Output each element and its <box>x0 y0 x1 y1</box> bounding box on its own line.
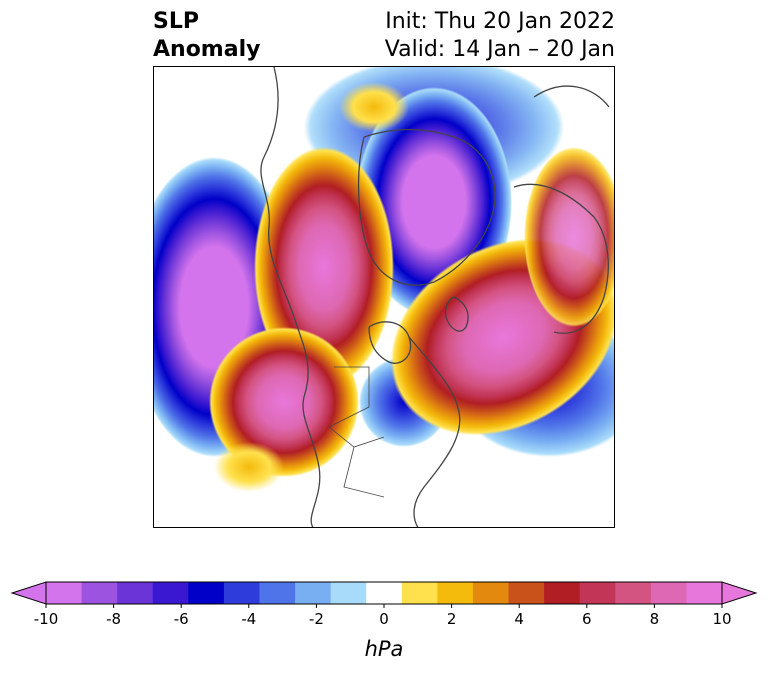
colorbar-extend-high <box>721 581 758 605</box>
colorbar-tick-label: 4 <box>514 610 524 628</box>
se-pacific-high <box>214 442 284 492</box>
init-date: Init: Thu 20 Jan 2022 <box>385 9 615 34</box>
asia-coast <box>533 85 610 108</box>
anomaly-map <box>153 66 615 528</box>
anomaly-fields <box>154 67 614 492</box>
colorbar-tick-label: -2 <box>309 610 324 628</box>
colorbar-swatch <box>650 582 687 604</box>
colorbar-swatch <box>117 582 154 604</box>
date-info: Init: Thu 20 Jan 2022 Valid: 14 Jan – 20… <box>385 8 615 64</box>
coastlines <box>260 67 610 527</box>
greenland <box>444 296 469 332</box>
colorbar-swatch <box>295 582 332 604</box>
colorbar-swatch <box>152 582 189 604</box>
colorbar-swatch <box>579 582 616 604</box>
borders <box>328 366 385 498</box>
colorbar: -10 -8 -6 -4 -2 0 2 4 6 8 10 hPa <box>0 570 768 670</box>
europe-coast <box>513 183 609 334</box>
eurasia-high <box>524 147 614 327</box>
colorbar-swatch <box>437 582 474 604</box>
colorbar-swatch <box>46 582 83 604</box>
colorbar-swatch <box>188 582 225 604</box>
arctic-coast <box>357 128 496 286</box>
colorbar-swatch <box>330 582 367 604</box>
colorbar-swatch <box>81 582 118 604</box>
colorbar-unit-label: hPa <box>365 637 404 661</box>
small-high <box>339 82 409 132</box>
colorbar-swatch <box>472 582 510 604</box>
colorbar-graphic: -10 -8 -6 -4 -2 0 2 4 6 8 10 hPa <box>10 581 758 661</box>
hudson-bay <box>368 321 412 364</box>
colorbar-tick-label: 8 <box>650 610 660 628</box>
colorbar-swatch <box>259 582 296 604</box>
colorbar-tick-label: 0 <box>379 610 389 628</box>
colorbar-swatch <box>615 582 652 604</box>
colorbar-swatch <box>508 582 545 604</box>
colorbar-tick-label: -10 <box>34 610 59 628</box>
colorbar-swatch <box>223 582 260 604</box>
colorbar-tick-label: -6 <box>174 610 189 628</box>
map-canvas <box>154 67 614 527</box>
title-line1: SLP <box>153 9 199 34</box>
ne-pacific-high <box>209 327 359 477</box>
colorbar-swatch <box>366 582 403 604</box>
colorbar-extend-low <box>10 581 47 605</box>
colorbar-tick-label: 2 <box>447 610 457 628</box>
title-line2: Anomaly <box>153 37 261 62</box>
colorbar-swatch <box>544 582 581 604</box>
na-east-coast <box>408 336 461 527</box>
valid-period: Valid: 14 Jan – 20 Jan <box>384 37 615 62</box>
map-title: SLP Anomaly <box>153 8 260 64</box>
colorbar-tick-label: 6 <box>582 610 592 628</box>
colorbar-tick-label: -4 <box>241 610 256 628</box>
colorbar-tick-label: 10 <box>712 610 731 628</box>
colorbar-tick-label: -8 <box>106 610 121 628</box>
na-west-coast <box>260 67 321 527</box>
colorbar-swatch <box>686 582 723 604</box>
colorbar-swatch <box>401 582 438 604</box>
